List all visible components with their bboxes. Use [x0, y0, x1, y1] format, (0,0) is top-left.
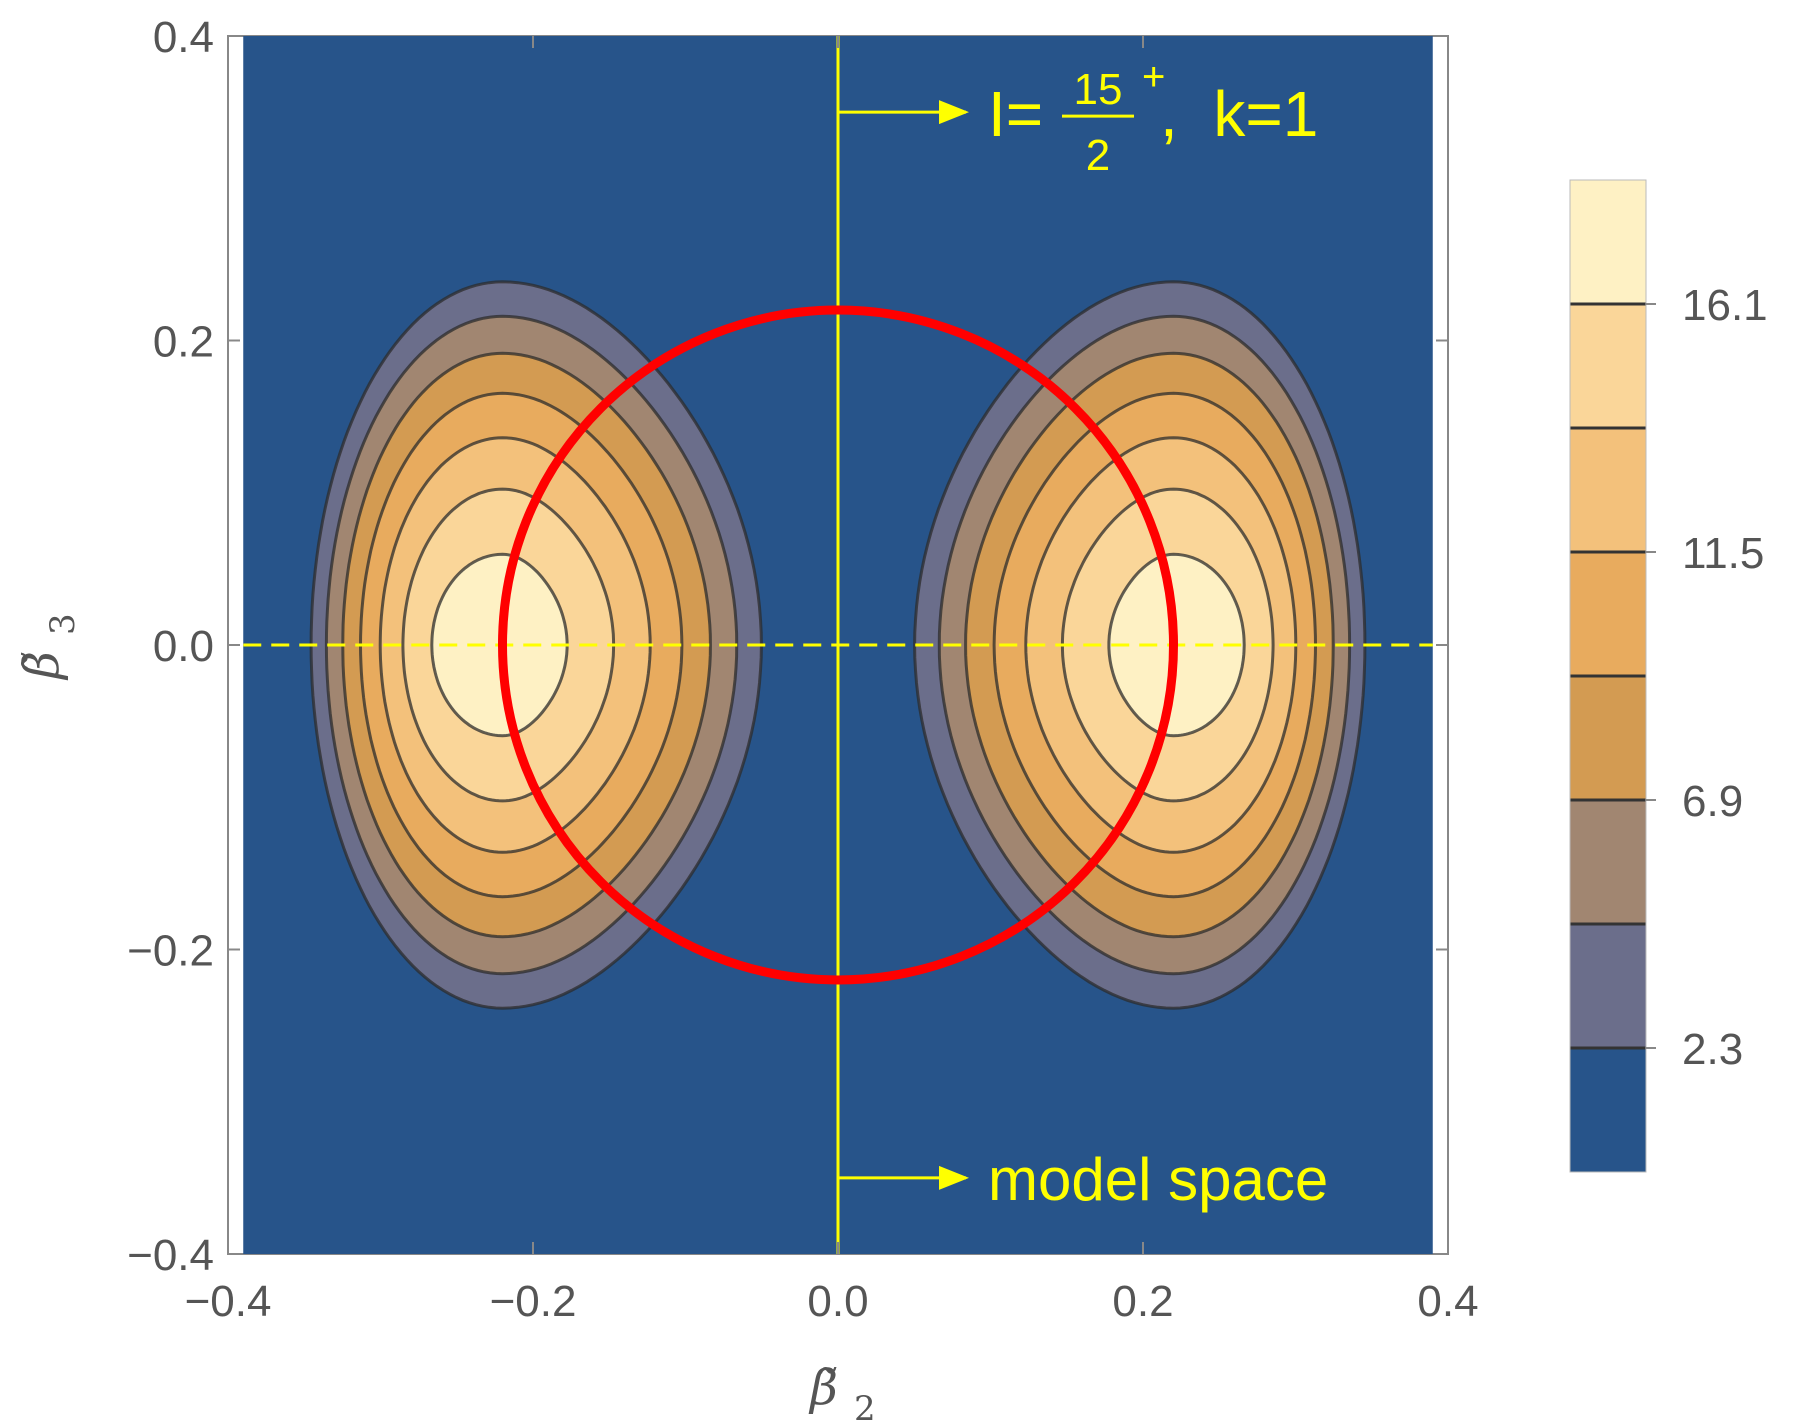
colorbar-border [1569, 179, 1647, 1173]
annotation-k-value: , k=1 [1160, 78, 1318, 150]
colorbar-band [1570, 428, 1646, 552]
colorbar-tick-label: 2.3 [1682, 1025, 1743, 1074]
y-tick-label: 0.0 [153, 622, 214, 671]
x-axis-label: β̃ [808, 1360, 838, 1416]
colorbar-band [1570, 800, 1646, 924]
colorbar-band [1570, 924, 1646, 1048]
y-axis-label: β̃ [14, 651, 70, 681]
annotation-layer: I= 15 2 +, k=1 model space [838, 55, 1328, 1213]
x-tick-label: 0.4 [1417, 1277, 1478, 1326]
x-tick-label: −0.2 [490, 1277, 577, 1326]
colorbar-band [1570, 180, 1646, 304]
y-tick-label: −0.2 [127, 927, 214, 976]
axes: −0.4 −0.2 0.0 0.2 0.4 −0.4 −0.2 0.0 0.2 0.4 β̃ 2 β̃ 3 [14, 13, 1479, 1423]
annotation-state-prefix: I= [988, 78, 1043, 150]
x-tick-label: 0.0 [807, 1277, 868, 1326]
annotation-numerator: 15 [1074, 65, 1123, 114]
colorbar-band [1570, 304, 1646, 428]
colorbar: 16.1 11.5 6.9 2.3 [1569, 179, 1768, 1173]
colorbar-tick-label: 16.1 [1682, 281, 1768, 330]
colorbar-band [1570, 552, 1646, 676]
model-space-circle [498, 305, 1178, 985]
x-axis-label-subscript: 2 [854, 1389, 876, 1423]
annotation-parity: + [1142, 55, 1165, 99]
x-tick-label: −0.4 [185, 1277, 272, 1326]
colorbar-band [1570, 676, 1646, 800]
x-tick-label: 0.2 [1112, 1277, 1173, 1326]
y-tick-label: −0.4 [127, 1231, 214, 1280]
overlay-layer [243, 36, 1433, 1254]
y-tick-label: 0.4 [153, 13, 214, 62]
colorbar-tick-label: 11.5 [1682, 529, 1764, 578]
y-tick-label: 0.2 [153, 318, 214, 367]
annotation-denominator: 2 [1086, 131, 1110, 180]
annotation-model-space: model space [988, 1146, 1328, 1213]
colorbar-tick-label: 6.9 [1682, 777, 1743, 826]
y-axis-label-group: β̃ 3 [14, 613, 83, 681]
y-axis-label-subscript: 3 [43, 613, 83, 635]
colorbar-band [1570, 1048, 1646, 1172]
